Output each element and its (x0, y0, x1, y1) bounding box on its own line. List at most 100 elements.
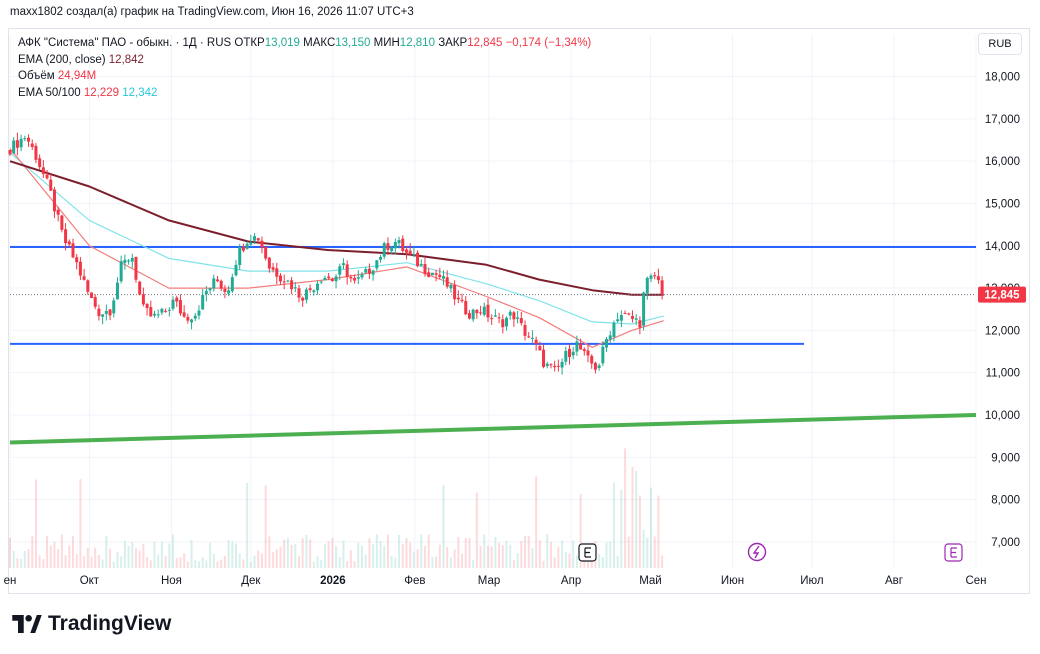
candle-body (605, 339, 609, 348)
candle-body (319, 281, 323, 283)
volume-bar (386, 534, 389, 568)
candle-body (167, 309, 171, 311)
candle-body (364, 269, 368, 273)
candle-body (27, 137, 31, 142)
x-axis: ен Окт Ноя Дек 2026 Фев Мар Апр Май Июн Июл Авг Сен (4, 575, 987, 587)
candle-body (49, 179, 53, 191)
volume-bar (438, 544, 441, 568)
volume-bar (79, 479, 82, 568)
y-tick-label: 14,000 (985, 241, 1020, 253)
volume-bar (298, 556, 301, 568)
volume-bar (412, 551, 415, 568)
ema200-row[interactable]: EMA (200, close) 12,842 (18, 52, 591, 69)
volume-bar (116, 551, 119, 568)
volume-bar (146, 557, 149, 568)
candle-body (571, 351, 575, 356)
candle-body (253, 236, 257, 241)
volume-bar (483, 534, 486, 568)
volume-bar (409, 542, 412, 568)
volume-bar (468, 537, 471, 568)
symbol-name[interactable]: АФК "Система" ПАО - обыкн. · 1Д · RUS (18, 37, 232, 49)
volume-bar (246, 483, 249, 568)
volume-bar (157, 554, 160, 568)
candle-body (78, 261, 82, 276)
low-value: 12,810 (399, 37, 435, 49)
candle-body (623, 312, 627, 314)
volume-bar (375, 534, 378, 568)
volume-row[interactable]: Объём 24,94M (18, 68, 591, 85)
volume-bar (216, 561, 219, 568)
volume-bar (134, 548, 137, 568)
volume-bar (86, 547, 89, 568)
candle-body (197, 310, 201, 316)
ema50-value: 12,229 (83, 86, 120, 99)
candle-body (516, 317, 520, 319)
y-tick-label: 17,000 (985, 114, 1020, 126)
candle-body (442, 276, 446, 279)
candle-body (204, 291, 208, 295)
candle-body (497, 317, 501, 319)
volume-bar (509, 544, 512, 568)
volume-bar (197, 561, 200, 568)
volume-bar (105, 535, 108, 568)
volume-bar (642, 529, 645, 568)
candle-body (356, 277, 360, 279)
y-tick-label: 8,000 (991, 495, 1020, 507)
currency-button[interactable]: RUB (978, 33, 1022, 55)
candle-body (427, 272, 431, 277)
candle-body (508, 311, 512, 316)
candle-body (412, 254, 416, 256)
candle-body (527, 336, 531, 338)
candle-body (586, 350, 590, 356)
candle-body (260, 240, 264, 248)
volume-bar (472, 559, 475, 568)
x-tick-label: Дек (241, 575, 261, 587)
volume-bar (538, 540, 541, 568)
candle-body (304, 289, 308, 300)
volume-bar (616, 555, 619, 568)
candle-body (656, 276, 660, 281)
chart-markers: 12,845 (578, 286, 1026, 562)
candle-body (467, 313, 471, 319)
candle-body (453, 284, 457, 300)
x-tick-label: Авг (885, 575, 903, 587)
volume-bar (572, 540, 575, 568)
volume-bar (9, 537, 11, 568)
volume-bar (635, 470, 638, 568)
candle-body (316, 283, 320, 291)
candle-body (34, 145, 38, 160)
candle-body (30, 143, 34, 147)
volume-bar (416, 549, 419, 568)
candle-body (112, 300, 116, 314)
tradingview-logo[interactable]: TradingView (12, 612, 171, 636)
volume-bar (71, 536, 74, 568)
candle-body (241, 246, 245, 251)
volume-bar (475, 492, 478, 568)
candle-body (616, 319, 620, 322)
volume-bar (401, 543, 404, 568)
candle-body (430, 272, 434, 276)
candle-body (601, 346, 605, 364)
candle-body (127, 260, 131, 262)
candle-body (15, 140, 19, 148)
volume-bar (398, 534, 401, 568)
volume-bar (75, 554, 78, 568)
volume-bar (457, 536, 460, 568)
volume-bar (97, 554, 100, 568)
volume-bar (357, 542, 360, 568)
volume-bar (190, 540, 193, 568)
candle-body (178, 300, 182, 314)
volume-bar (609, 541, 612, 568)
volume-bar (31, 535, 34, 568)
volume-bar (290, 544, 293, 568)
candle-body (330, 278, 334, 282)
volume-bars (9, 448, 664, 568)
volume-bar (342, 540, 345, 568)
volume-bar (220, 559, 223, 568)
economic-event-glyph (950, 547, 957, 558)
candle-body (445, 277, 449, 287)
volume-bar (360, 545, 363, 568)
ema100-line (9, 152, 664, 325)
ema50100-row[interactable]: EMA 50/100 12,229 12,342 (18, 85, 591, 102)
